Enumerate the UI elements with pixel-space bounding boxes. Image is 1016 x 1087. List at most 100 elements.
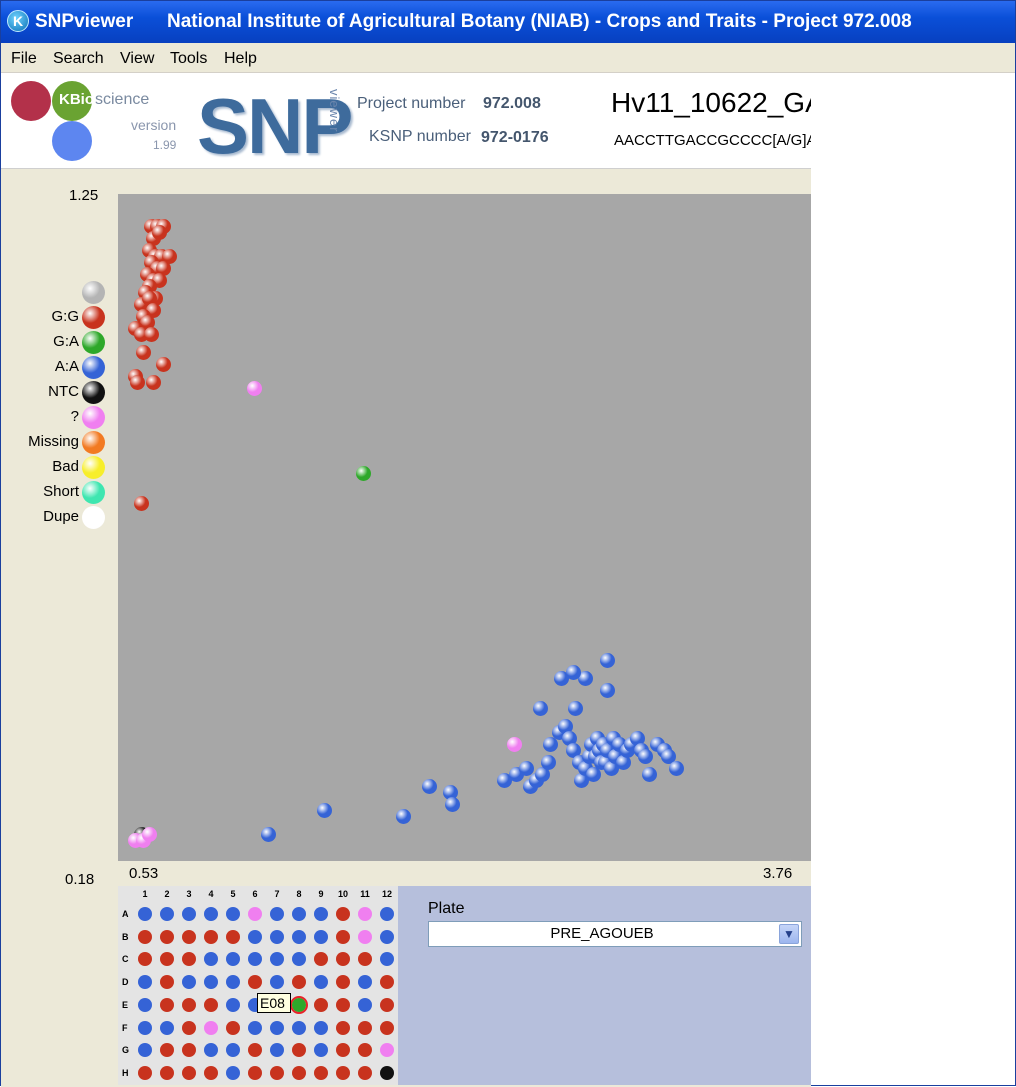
plate-well-a01[interactable]: [138, 907, 152, 921]
plate-well-f04[interactable]: [204, 1020, 218, 1035]
plate-well-g03[interactable]: [182, 1043, 196, 1058]
plate-well-b08[interactable]: [292, 929, 306, 944]
plate-well-a12[interactable]: [380, 907, 394, 921]
plate-well-b12[interactable]: [380, 929, 394, 944]
legend-color-dot[interactable]: [82, 281, 105, 304]
legend-color-dot[interactable]: [82, 331, 105, 354]
data-point-aa[interactable]: [261, 827, 277, 843]
legend-color-dot[interactable]: [82, 356, 105, 379]
data-point-gg[interactable]: [156, 357, 172, 373]
plate-well-h08[interactable]: [292, 1065, 306, 1080]
plate-well-g07[interactable]: [270, 1043, 284, 1058]
menu-view[interactable]: View: [120, 50, 155, 67]
plate-well-b03[interactable]: [182, 929, 196, 944]
plate-well-d10[interactable]: [336, 975, 350, 990]
plate-well-a03[interactable]: [182, 907, 196, 921]
data-point-aa[interactable]: [421, 779, 437, 795]
data-point-aa[interactable]: [562, 730, 578, 746]
legend-color-dot[interactable]: [82, 306, 105, 329]
plate-well-d09[interactable]: [314, 975, 328, 990]
plate-well-h05[interactable]: [226, 1065, 240, 1080]
plate-well-b04[interactable]: [204, 929, 218, 944]
data-point-gg[interactable]: [134, 495, 150, 511]
legend-item-dupe[interactable]: Dupe: [1, 506, 107, 530]
data-point-aa[interactable]: [443, 785, 459, 801]
data-point-gg[interactable]: [130, 375, 146, 391]
plate-well-d06[interactable]: [248, 975, 262, 990]
plate-well-e11[interactable]: [358, 997, 372, 1012]
plate-well-d04[interactable]: [204, 975, 218, 990]
data-point-aa[interactable]: [316, 803, 332, 819]
plate-well-f05[interactable]: [226, 1020, 240, 1035]
plate-well-g01[interactable]: [138, 1043, 152, 1058]
plate-well-b10[interactable]: [336, 929, 350, 944]
plate-well-g08[interactable]: [292, 1043, 306, 1058]
plate-well-c03[interactable]: [182, 952, 196, 967]
data-point-aa[interactable]: [532, 700, 548, 716]
plate-well-h01[interactable]: [138, 1065, 152, 1080]
plate-well-h10[interactable]: [336, 1065, 350, 1080]
data-point-gg[interactable]: [140, 315, 156, 331]
legend-color-dot[interactable]: [82, 406, 105, 429]
legend-color-dot[interactable]: [82, 456, 105, 479]
plate-well-f07[interactable]: [270, 1020, 284, 1035]
data-point-aa[interactable]: [568, 700, 584, 716]
plate-well-d05[interactable]: [226, 975, 240, 990]
plate-well-h02[interactable]: [160, 1065, 174, 1080]
plate-well-b06[interactable]: [248, 929, 262, 944]
data-point-gg[interactable]: [142, 290, 158, 306]
data-point-unknown[interactable]: [142, 827, 158, 843]
data-point-unknown[interactable]: [247, 381, 263, 397]
data-point-gg[interactable]: [146, 375, 162, 391]
plate-well-c01[interactable]: [138, 952, 152, 967]
plate-well-b05[interactable]: [226, 929, 240, 944]
plate-well-a02[interactable]: [160, 907, 174, 921]
plate-well-e01[interactable]: [138, 997, 152, 1012]
data-point-gg[interactable]: [144, 327, 160, 343]
plate-well-c11[interactable]: [358, 952, 372, 967]
legend-item-unassigned[interactable]: [1, 281, 107, 305]
data-point-aa[interactable]: [554, 670, 570, 686]
plate-well-b02[interactable]: [160, 929, 174, 944]
plate-well-a05[interactable]: [226, 907, 240, 921]
plate-well-c08[interactable]: [292, 952, 306, 967]
plate-well-f11[interactable]: [358, 1020, 372, 1035]
plate-well-e03[interactable]: [182, 997, 196, 1012]
data-point-aa[interactable]: [445, 797, 461, 813]
plate-well-a07[interactable]: [270, 907, 284, 921]
plate-well-d11[interactable]: [358, 975, 372, 990]
legend-item-bad[interactable]: Bad: [1, 456, 107, 480]
plate-well-d03[interactable]: [182, 975, 196, 990]
data-point-aa[interactable]: [600, 652, 615, 668]
legend-item-unknown[interactable]: ?: [1, 406, 107, 430]
plate-well-e08[interactable]: [290, 995, 308, 1014]
plate-well-d12[interactable]: [380, 975, 394, 990]
plate-well-f02[interactable]: [160, 1020, 174, 1035]
data-point-ga[interactable]: [356, 465, 372, 481]
plate-well-g06[interactable]: [248, 1043, 262, 1058]
plate-well-g10[interactable]: [336, 1043, 350, 1058]
plate-select[interactable]: PRE_AGOUEB ▼: [428, 921, 802, 947]
plate-well-e10[interactable]: [336, 997, 350, 1012]
data-point-aa[interactable]: [574, 773, 590, 789]
plate-well-a09[interactable]: [314, 907, 328, 921]
legend-item-missing[interactable]: Missing: [1, 431, 107, 455]
legend-color-dot[interactable]: [82, 381, 105, 404]
plate-well-e12[interactable]: [380, 997, 394, 1012]
plate-well-e02[interactable]: [160, 997, 174, 1012]
plate-well-g09[interactable]: [314, 1043, 328, 1058]
data-point-aa[interactable]: [518, 761, 534, 777]
data-point-aa[interactable]: [534, 767, 550, 783]
data-point-aa[interactable]: [641, 767, 657, 783]
plate-well-g12[interactable]: [380, 1043, 394, 1058]
plate-well-f03[interactable]: [182, 1020, 196, 1035]
legend-item-short[interactable]: Short: [1, 481, 107, 505]
data-point-aa[interactable]: [661, 749, 677, 765]
data-point-aa[interactable]: [637, 749, 653, 765]
plate-well-g11[interactable]: [358, 1043, 372, 1058]
legend-color-dot[interactable]: [82, 431, 105, 454]
plate-well-d02[interactable]: [160, 975, 174, 990]
data-point-aa[interactable]: [558, 718, 574, 734]
plate-well-c07[interactable]: [270, 952, 284, 967]
plate-well-b07[interactable]: [270, 929, 284, 944]
